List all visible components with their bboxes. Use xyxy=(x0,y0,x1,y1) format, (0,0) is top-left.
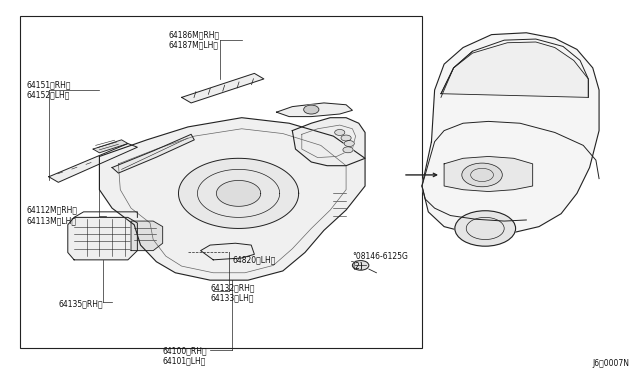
Polygon shape xyxy=(292,118,365,166)
Polygon shape xyxy=(182,73,264,103)
Text: 64186M（RH）
64187M（LH）: 64186M（RH） 64187M（LH） xyxy=(169,31,220,50)
Circle shape xyxy=(335,129,345,135)
Text: 64112M（RH）
64113M（LH）: 64112M（RH） 64113M（LH） xyxy=(27,206,77,225)
Text: 64132（RH）
64133（LH）: 64132（RH） 64133（LH） xyxy=(210,283,255,303)
Polygon shape xyxy=(441,42,588,97)
Bar xyxy=(20,16,422,349)
Polygon shape xyxy=(68,217,138,260)
Circle shape xyxy=(455,211,516,246)
Polygon shape xyxy=(200,243,254,260)
Text: 64100（RH）
64101（LH）: 64100（RH） 64101（LH） xyxy=(163,346,207,366)
Polygon shape xyxy=(131,221,163,251)
Polygon shape xyxy=(422,33,599,234)
Text: 64135（RH）: 64135（RH） xyxy=(58,300,103,309)
Circle shape xyxy=(462,163,502,187)
Circle shape xyxy=(344,141,355,147)
Circle shape xyxy=(353,260,369,270)
Text: °08146-6125G
(2): °08146-6125G (2) xyxy=(353,252,408,272)
Circle shape xyxy=(343,147,353,153)
Polygon shape xyxy=(112,134,195,173)
Polygon shape xyxy=(276,103,353,116)
Circle shape xyxy=(304,105,319,114)
Polygon shape xyxy=(93,140,128,153)
Polygon shape xyxy=(179,158,299,228)
Polygon shape xyxy=(49,144,138,182)
Text: J6／0007N: J6／0007N xyxy=(593,359,630,368)
Circle shape xyxy=(341,135,351,141)
Polygon shape xyxy=(216,180,260,206)
Text: 64151（RH）
64152（LH）: 64151（RH） 64152（LH） xyxy=(27,80,71,100)
Polygon shape xyxy=(99,118,365,280)
Text: 64820（LH）: 64820（LH） xyxy=(232,255,276,264)
Polygon shape xyxy=(444,157,532,192)
